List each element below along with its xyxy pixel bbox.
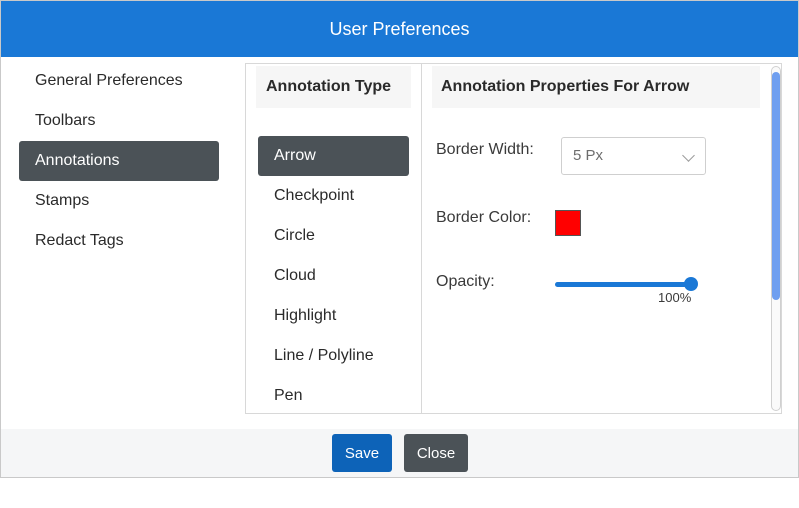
opacity-slider-track (555, 282, 691, 287)
type-item-circle[interactable]: Circle (258, 216, 409, 256)
annotation-properties-column: Annotation Properties For Arrow Border W… (422, 64, 769, 413)
annotation-type-column: Annotation Type Arrow Checkpoint Circle … (246, 64, 422, 413)
nav-item-toolbars[interactable]: Toolbars (19, 101, 219, 141)
border-width-value: 5 Px (573, 147, 604, 164)
dialog-header: User Preferences (1, 1, 798, 57)
nav-item-label: Redact Tags (35, 232, 124, 249)
panel-scrollbar[interactable] (769, 64, 781, 413)
scrollbar-handle[interactable] (772, 72, 780, 300)
user-preferences-dialog: User Preferences General Preferences Too… (0, 0, 799, 478)
type-item-line-polyline[interactable]: Line / Polyline (258, 336, 409, 376)
chevron-down-icon (682, 149, 695, 162)
annotation-type-header: Annotation Type (256, 66, 411, 108)
nav-item-label: Annotations (35, 152, 120, 169)
opacity-label: Opacity: (436, 273, 495, 290)
annotation-type-header-label: Annotation Type (266, 78, 392, 95)
type-item-cloud[interactable]: Cloud (258, 256, 409, 296)
opacity-slider[interactable] (555, 277, 698, 291)
type-item-arrow[interactable]: Arrow (258, 136, 409, 176)
close-button[interactable]: Close (404, 434, 468, 472)
border-color-label: Border Color: (436, 209, 532, 226)
nav-item-stamps[interactable]: Stamps (19, 181, 219, 221)
type-item-label: Cloud (274, 267, 316, 284)
nav-item-label: Stamps (35, 192, 90, 209)
type-item-label: Line / Polyline (274, 347, 374, 364)
border-width-select[interactable]: 5 Px (561, 137, 706, 175)
type-item-label: Circle (274, 227, 315, 244)
dialog-footer: Save Close (1, 429, 798, 477)
annotation-properties-header-label: Annotation Properties For Arrow (441, 78, 690, 95)
annotation-properties-header: Annotation Properties For Arrow (432, 66, 760, 108)
page-background (0, 478, 799, 508)
nav-item-label: General Preferences (35, 72, 183, 89)
nav-item-annotations[interactable]: Annotations (19, 141, 219, 181)
annotation-type-list: Arrow Checkpoint Circle Cloud Highlight … (258, 136, 409, 413)
annotation-settings-panel: Annotation Type Arrow Checkpoint Circle … (245, 63, 782, 414)
type-item-label: Pen (274, 387, 303, 404)
type-item-label: Arrow (274, 147, 316, 164)
save-button[interactable]: Save (332, 434, 392, 472)
type-item-pen[interactable]: Pen (258, 376, 409, 413)
opacity-value: 100% (658, 290, 692, 305)
border-width-label: Border Width: (436, 141, 534, 158)
type-item-checkpoint[interactable]: Checkpoint (258, 176, 409, 216)
preferences-nav: General Preferences Toolbars Annotations… (19, 61, 219, 261)
nav-item-redact-tags[interactable]: Redact Tags (19, 221, 219, 261)
type-item-label: Highlight (274, 307, 337, 324)
nav-item-label: Toolbars (35, 112, 96, 129)
dialog-title: User Preferences (329, 18, 470, 39)
type-item-highlight[interactable]: Highlight (258, 296, 409, 336)
opacity-slider-thumb[interactable] (684, 277, 698, 291)
type-item-label: Checkpoint (274, 187, 355, 204)
border-color-swatch[interactable] (555, 210, 581, 236)
nav-item-general-preferences[interactable]: General Preferences (19, 61, 219, 101)
